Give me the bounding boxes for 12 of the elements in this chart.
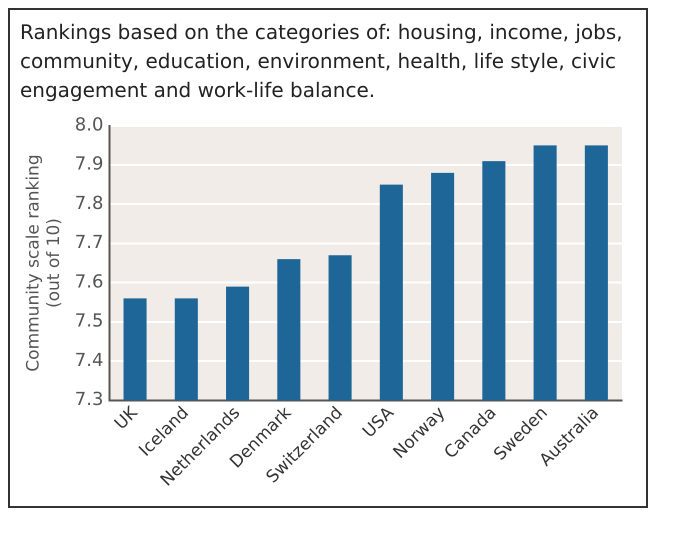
- y-tick-label: 8.0: [74, 114, 104, 136]
- y-tick-label: 7.5: [74, 310, 104, 332]
- y-tick-label: 7.8: [74, 192, 104, 214]
- x-tick-label: USA: [358, 402, 398, 442]
- y-tick-label: 7.6: [74, 271, 104, 292]
- y-axis-title: Community scale ranking (out of 10): [24, 154, 64, 372]
- x-tick-label: UK: [110, 402, 142, 434]
- y-tick-label: 7.7: [74, 232, 104, 254]
- chart-title: Rankings based on the categories of: housing, income, jobs, community, education, environment, health, life style, civic engagement and work-life balance.: [20, 19, 624, 104]
- y-tick-label: 7.4: [74, 350, 104, 371]
- y-tick-label: 7.3: [74, 388, 104, 410]
- y-tick-label: 7.9: [74, 154, 104, 175]
